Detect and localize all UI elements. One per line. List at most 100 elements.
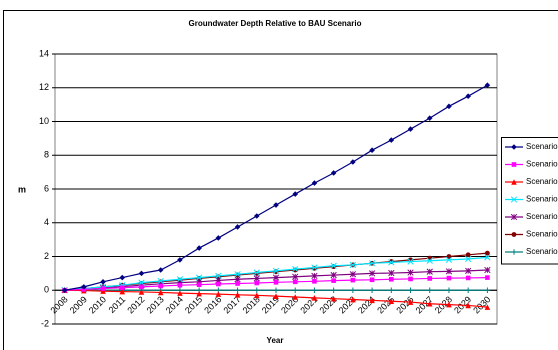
marker-shape — [312, 265, 317, 271]
marker-shape — [388, 298, 395, 305]
marker-shape — [176, 279, 184, 286]
marker-shape — [157, 277, 164, 285]
marker — [330, 262, 337, 269]
marker — [330, 287, 337, 294]
marker — [235, 281, 240, 286]
marker — [157, 267, 164, 273]
marker — [292, 273, 299, 280]
marker — [368, 270, 376, 277]
marker-shape — [292, 273, 299, 280]
marker — [446, 254, 452, 259]
marker — [138, 270, 145, 277]
marker — [273, 293, 279, 299]
marker — [407, 258, 414, 265]
marker-shape — [465, 255, 472, 263]
marker — [484, 287, 491, 294]
marker — [234, 292, 241, 298]
marker — [292, 267, 298, 273]
y-tick-label: 4 — [44, 217, 49, 227]
marker — [273, 280, 279, 285]
marker-shape — [138, 270, 145, 277]
marker — [253, 292, 260, 299]
marker — [254, 270, 260, 276]
marker — [272, 267, 280, 274]
marker-shape — [139, 284, 144, 290]
marker — [426, 287, 433, 294]
marker — [195, 278, 203, 285]
marker — [511, 179, 517, 185]
marker-shape — [215, 277, 222, 284]
marker-shape — [61, 287, 68, 294]
marker — [388, 287, 395, 294]
marker — [330, 295, 337, 302]
marker-shape — [81, 284, 87, 290]
marker — [510, 196, 518, 203]
marker-shape — [408, 276, 413, 282]
marker-shape — [407, 299, 414, 305]
marker-shape — [273, 269, 279, 275]
legend-label: Scenario 4 — [526, 195, 558, 204]
legend-label: Scenario 3 — [526, 212, 558, 221]
marker — [388, 259, 395, 266]
marker — [273, 202, 279, 208]
marker — [311, 264, 318, 271]
marker — [292, 294, 299, 300]
marker-shape — [311, 180, 318, 186]
marker — [484, 266, 491, 274]
marker — [446, 275, 452, 281]
marker — [215, 235, 222, 241]
legend-label: Scenario 5 — [526, 177, 558, 186]
marker-shape — [273, 287, 279, 294]
marker-shape — [215, 272, 222, 280]
marker-shape — [195, 274, 203, 281]
marker — [407, 287, 414, 294]
marker-shape — [157, 289, 164, 296]
marker-shape — [446, 103, 452, 110]
marker — [273, 269, 279, 275]
y-tick-label: 14 — [39, 48, 49, 58]
marker — [350, 287, 356, 294]
marker — [311, 295, 318, 301]
marker — [484, 304, 491, 310]
marker — [407, 126, 414, 132]
marker — [216, 281, 221, 287]
marker-shape — [427, 255, 433, 261]
marker-shape — [253, 213, 260, 219]
marker — [177, 282, 183, 288]
marker — [407, 269, 414, 276]
marker — [465, 302, 471, 309]
marker — [465, 252, 471, 258]
marker-shape — [407, 258, 414, 265]
marker-shape — [311, 264, 318, 271]
marker-shape — [158, 283, 163, 289]
marker — [511, 249, 517, 255]
marker — [426, 300, 433, 307]
marker-shape — [254, 270, 260, 276]
marker-shape — [235, 281, 240, 286]
marker-shape — [465, 93, 471, 99]
marker-shape — [465, 302, 471, 309]
y-tick-label: -2 — [41, 318, 49, 328]
marker-shape — [445, 256, 453, 264]
legend-label: Scenario 1 — [526, 247, 558, 256]
marker-shape — [253, 287, 260, 294]
marker-shape — [369, 297, 375, 304]
marker-shape — [426, 268, 433, 275]
marker-shape — [292, 266, 299, 273]
marker-shape — [311, 272, 318, 280]
marker-shape — [196, 290, 202, 297]
marker — [312, 265, 317, 271]
marker — [157, 277, 164, 285]
marker — [177, 290, 183, 296]
marker-shape — [138, 279, 145, 286]
marker-shape — [234, 224, 241, 230]
marker — [234, 224, 241, 230]
marker-shape — [368, 270, 376, 277]
marker-shape — [484, 287, 491, 294]
marker-shape — [254, 280, 260, 286]
marker-shape — [426, 300, 433, 307]
marker — [331, 264, 337, 270]
marker-shape — [331, 264, 337, 270]
marker — [484, 82, 491, 89]
